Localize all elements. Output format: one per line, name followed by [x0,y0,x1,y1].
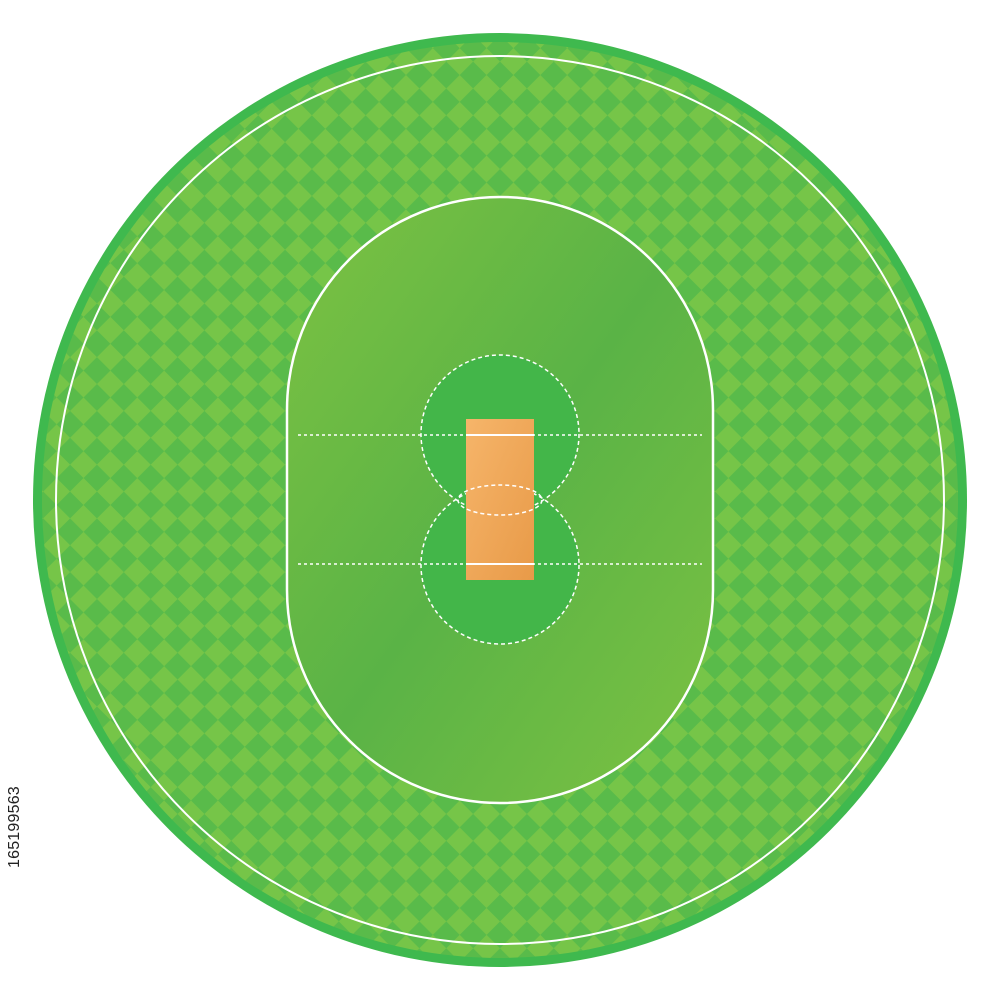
stock-id-label: 165199563 [6,786,23,868]
pitch [466,419,534,580]
mid-pitch-ellipse [457,484,543,516]
thirty-yard-circle [285,195,715,805]
boundary-line [55,55,945,945]
close-circle-top [420,354,580,514]
